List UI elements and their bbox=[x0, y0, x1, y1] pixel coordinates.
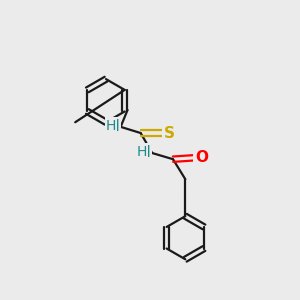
Text: H: H bbox=[105, 119, 116, 133]
Text: H: H bbox=[137, 145, 147, 159]
Text: N: N bbox=[138, 145, 151, 160]
Text: N: N bbox=[106, 118, 119, 134]
Text: O: O bbox=[195, 150, 208, 165]
Text: S: S bbox=[164, 125, 175, 140]
